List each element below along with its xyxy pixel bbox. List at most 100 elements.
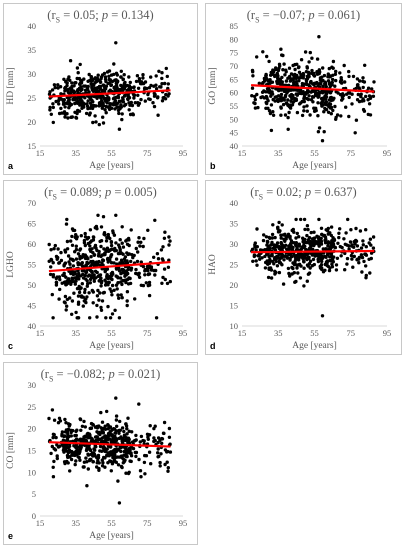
data-point (88, 240, 93, 244)
data-point (83, 231, 87, 236)
data-point (70, 452, 74, 456)
data-point (358, 229, 363, 233)
data-point (363, 63, 367, 67)
data-point (96, 73, 100, 77)
data-point (306, 264, 310, 268)
data-point (110, 312, 115, 316)
data-point (267, 261, 272, 265)
data-point (329, 105, 334, 110)
data-point (337, 231, 341, 235)
data-point (360, 255, 365, 260)
data-point (122, 433, 127, 437)
data-point (114, 257, 119, 261)
data-point (315, 234, 319, 238)
x-tick-label: 35 (274, 148, 283, 158)
data-point (261, 50, 265, 54)
data-point (350, 102, 354, 106)
data-point (133, 297, 137, 301)
data-point (98, 444, 103, 449)
data-point (109, 289, 114, 294)
data-point (162, 236, 167, 240)
data-point (254, 248, 258, 252)
data-point (114, 267, 119, 271)
data-point (320, 314, 325, 318)
data-point (268, 236, 272, 240)
data-point (53, 243, 57, 248)
data-point (107, 69, 112, 73)
data-point (354, 226, 358, 231)
data-point (109, 83, 114, 87)
data-point (162, 95, 166, 100)
data-point (276, 68, 281, 73)
data-point (55, 443, 59, 447)
data-point (315, 57, 320, 61)
data-point (84, 270, 89, 274)
data-point (263, 266, 268, 270)
data-point (280, 245, 284, 249)
data-point (84, 438, 88, 442)
data-point (320, 254, 324, 259)
data-point (99, 239, 104, 243)
y-tick-label: 55 (28, 260, 37, 270)
data-point (267, 109, 272, 113)
data-point (71, 264, 76, 268)
y-tick-label: 40 (28, 21, 37, 31)
data-point (279, 255, 284, 260)
data-point (47, 242, 51, 247)
data-point (119, 69, 124, 74)
y-tick-label: 65 (28, 219, 37, 229)
data-point (164, 92, 168, 97)
data-point (99, 254, 103, 259)
data-point (82, 419, 86, 424)
data-point (122, 73, 126, 77)
x-tick-label: 35 (72, 518, 81, 528)
data-point (70, 269, 75, 274)
data-point (297, 70, 302, 75)
data-point (292, 271, 296, 275)
data-point (58, 444, 62, 448)
data-point (276, 98, 280, 102)
data-point (77, 271, 81, 276)
y-tick-label: 35 (28, 45, 37, 55)
x-tick-label: 75 (347, 328, 356, 338)
data-point (347, 74, 351, 79)
data-point (317, 35, 321, 39)
data-point (143, 273, 147, 277)
data-point (77, 451, 82, 456)
data-point (91, 120, 95, 125)
data-point (166, 469, 170, 473)
data-point (253, 106, 258, 110)
data-point (52, 433, 56, 437)
scatter-chart: 0 5 10 15 20 25 30 15 35 55 75 95 Age [years] CO [mm] (6, 380, 187, 541)
y-tick-label: 50 (28, 280, 37, 290)
stat-title: (rS = 0.089; p = 0.005) (4, 185, 197, 202)
data-point (112, 233, 117, 237)
data-point (148, 424, 152, 428)
data-point (68, 262, 72, 266)
data-point (308, 113, 312, 117)
data-point (312, 109, 317, 114)
data-point (120, 241, 124, 245)
data-point (87, 291, 91, 295)
data-point (86, 467, 91, 471)
data-point (331, 242, 336, 246)
data-point (82, 84, 86, 88)
data-point (312, 262, 316, 267)
data-point (104, 84, 109, 88)
data-point (74, 310, 78, 315)
data-point (329, 112, 333, 116)
x-tick-label: 75 (347, 148, 356, 158)
data-point (285, 256, 290, 260)
data-point (253, 97, 257, 102)
data-point (318, 78, 323, 82)
data-point (57, 261, 62, 265)
data-point (156, 113, 160, 117)
data-point (289, 242, 293, 246)
data-point (149, 83, 153, 88)
data-point (66, 451, 71, 455)
y-tick-label: 60 (28, 239, 37, 249)
data-point (76, 252, 81, 256)
data-point (315, 80, 319, 85)
data-point (69, 434, 74, 438)
data-point (314, 106, 318, 111)
